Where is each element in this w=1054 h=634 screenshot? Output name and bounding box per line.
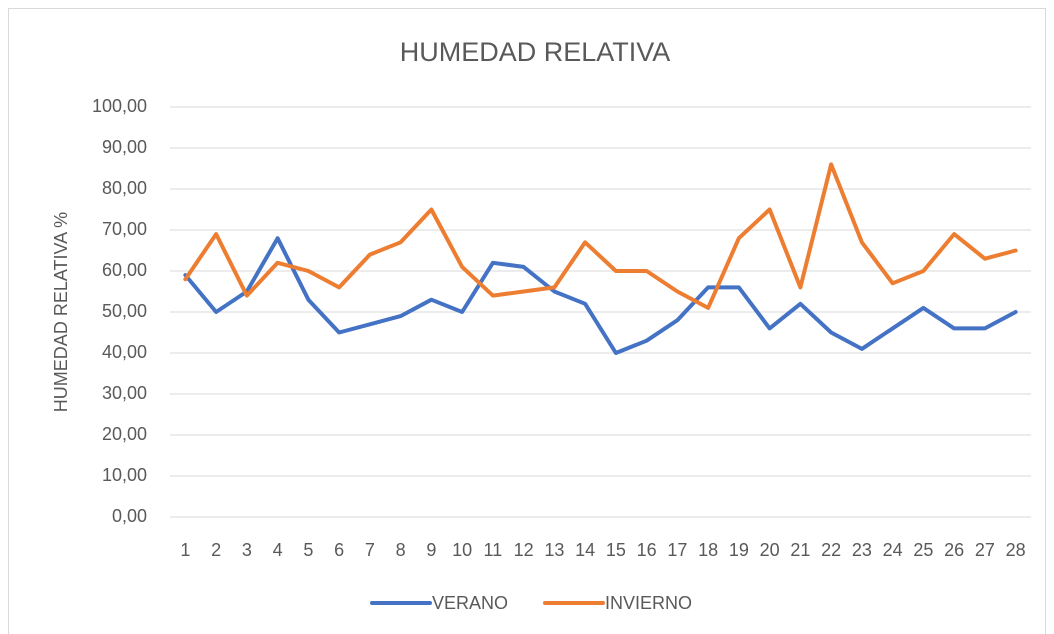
chart-frame (8, 8, 1046, 634)
x-tick-label: 5 (303, 540, 313, 560)
y-tick-label: 20,00 (102, 424, 147, 444)
x-tick-label: 7 (365, 540, 375, 560)
x-tick-label: 15 (606, 540, 626, 560)
x-tick-label: 20 (760, 540, 780, 560)
x-tick-label: 18 (698, 540, 718, 560)
x-tick-label: 6 (334, 540, 344, 560)
x-tick-label: 17 (667, 540, 687, 560)
y-tick-label: 10,00 (102, 465, 147, 485)
x-tick-label: 23 (852, 540, 872, 560)
x-tick-label: 24 (883, 540, 903, 560)
x-tick-label: 2 (211, 540, 221, 560)
y-tick-label: 80,00 (102, 178, 147, 198)
x-tick-label: 25 (913, 540, 933, 560)
x-tick-label: 1 (180, 540, 190, 560)
y-tick-label: 30,00 (102, 383, 147, 403)
x-tick-label: 9 (426, 540, 436, 560)
chart-title: HUMEDAD RELATIVA (400, 37, 671, 67)
x-tick-label: 11 (484, 540, 503, 560)
y-axis-label: HUMEDAD RELATIVA % (51, 212, 71, 412)
x-tick-label: 19 (729, 540, 749, 560)
x-tick-label: 22 (821, 540, 841, 560)
x-tick-label: 10 (452, 540, 472, 560)
x-tick-label: 14 (575, 540, 595, 560)
x-tick-label: 21 (790, 540, 810, 560)
x-tick-label: 8 (396, 540, 406, 560)
y-tick-label: 0,00 (112, 506, 147, 526)
x-tick-label: 4 (273, 540, 283, 560)
x-tick-label: 28 (1006, 540, 1026, 560)
y-tick-label: 40,00 (102, 342, 147, 362)
y-tick-label: 70,00 (102, 219, 147, 239)
x-tick-label: 27 (975, 540, 995, 560)
y-tick-label: 90,00 (102, 137, 147, 157)
x-tick-label: 16 (637, 540, 657, 560)
legend-label: INVIERNO (605, 593, 692, 613)
x-tick-label: 12 (514, 540, 534, 560)
y-tick-label: 60,00 (102, 260, 147, 280)
x-tick-label: 3 (242, 540, 252, 560)
x-tick-label: 13 (544, 540, 564, 560)
x-tick-label: 26 (944, 540, 964, 560)
y-tick-label: 100,00 (92, 96, 147, 116)
legend-label: VERANO (432, 593, 508, 613)
series-line (183, 162, 1018, 310)
y-tick-label: 50,00 (102, 301, 147, 321)
series-line (183, 236, 1018, 355)
